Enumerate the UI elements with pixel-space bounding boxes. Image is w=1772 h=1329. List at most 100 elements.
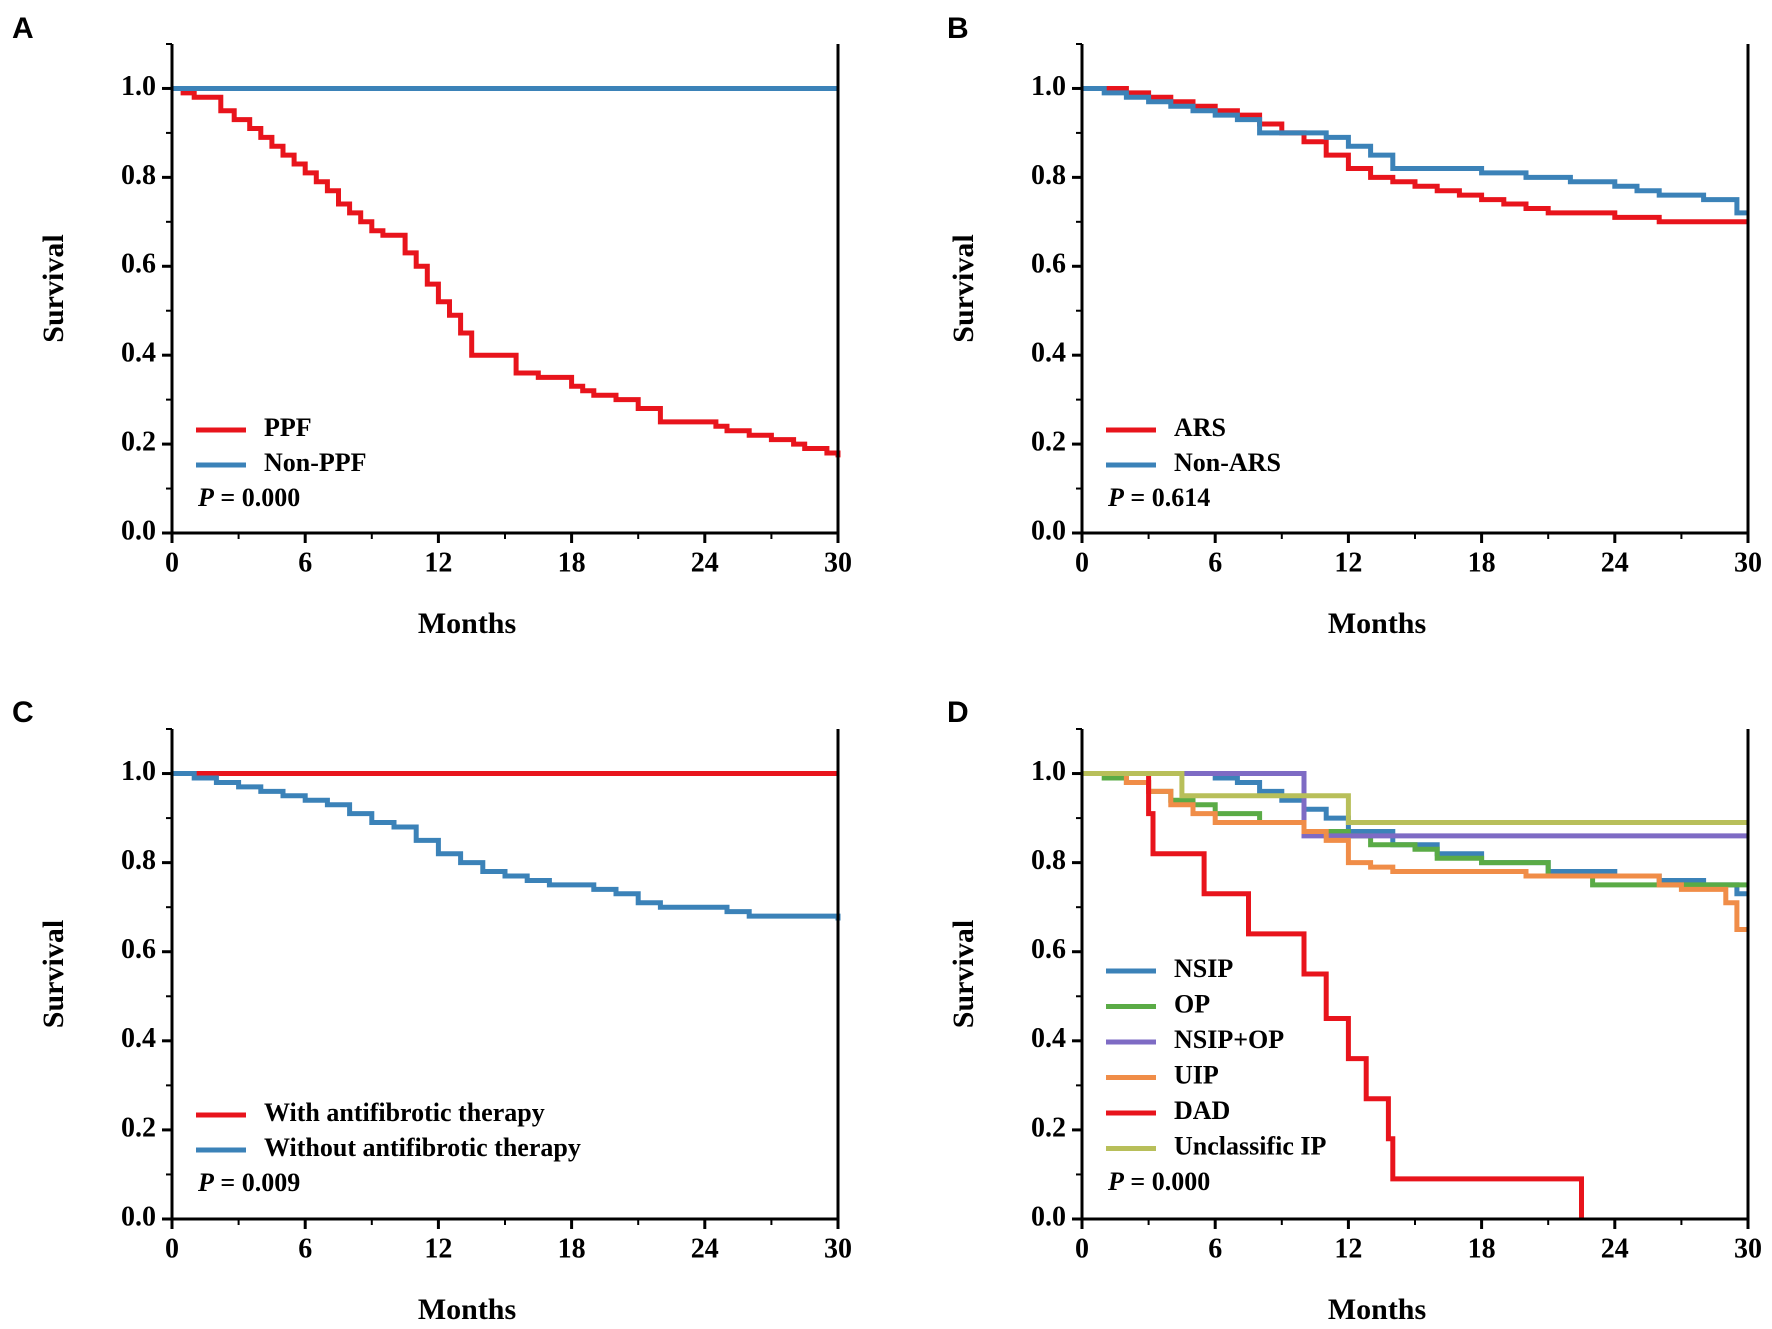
y-tick-label: 0.0 [121, 515, 156, 546]
x-tick-label: 12 [424, 1233, 452, 1264]
legend-label: Non-PPF [264, 448, 367, 477]
y-tick-label: 0.8 [121, 845, 156, 876]
p-value: P = 0.000 [197, 483, 300, 512]
y-tick-label: 0.0 [1031, 1201, 1066, 1232]
legend: With antifibrotic therapy Without antifib… [196, 1098, 581, 1162]
series-line-non-ars [1082, 86, 1748, 216]
series-line-without-antifibrotic-therapy [172, 771, 841, 921]
legend: PPF Non-PPF [196, 413, 367, 477]
x-tick-label: 30 [1734, 1233, 1762, 1264]
p-value-symbol: P [1107, 1167, 1125, 1196]
y-tick-label: 0.4 [121, 1023, 156, 1054]
y-tick-label: 1.0 [121, 756, 156, 787]
y-tick-label: 1.0 [121, 71, 156, 102]
y-tick-label: 1.0 [1031, 71, 1066, 102]
y-tick-label: 0.4 [121, 338, 156, 369]
y-tick-label: 0.2 [1031, 427, 1066, 458]
x-tick-label: 0 [165, 547, 179, 578]
panel-d: D 0.0 0.2 0.4 0.6 0.8 1.0 0 6 12 18 24 30 Months Survi… [947, 696, 1762, 1326]
series-line-nsip-op [1082, 771, 1748, 839]
y-tick-label: 0.8 [1031, 845, 1066, 876]
x-tick-label: 18 [1468, 547, 1496, 578]
y-axis-title: Survival [947, 920, 980, 1028]
p-value-number: = 0.000 [1124, 1167, 1210, 1196]
x-tick-label: 24 [691, 547, 719, 578]
legend-label: NSIP [1174, 954, 1233, 983]
p-value: P = 0.000 [1107, 1167, 1210, 1196]
p-value-number: = 0.000 [214, 483, 300, 512]
x-axis-title: Months [418, 607, 516, 640]
p-value-symbol: P [197, 1168, 215, 1197]
legend-label: UIP [1174, 1060, 1219, 1089]
y-tick-label: 0.6 [121, 249, 156, 280]
x-tick-label: 24 [691, 1233, 719, 1264]
series-line-unclassific-ip [1082, 771, 1748, 825]
panel-letter: D [947, 696, 969, 729]
legend: NSIP OP NSIP+OP UIP DAD Unclassific IP [1106, 954, 1327, 1160]
x-tick-label: 0 [1075, 1233, 1089, 1264]
p-value-symbol: P [1107, 483, 1125, 512]
x-tick-label: 12 [424, 547, 452, 578]
p-value-number: = 0.009 [214, 1168, 300, 1197]
x-tick-label: 24 [1601, 547, 1629, 578]
x-tick-label: 6 [1208, 1233, 1222, 1264]
legend-label: Non-ARS [1174, 448, 1281, 477]
y-tick-label: 0.8 [121, 160, 156, 191]
y-axis-title: Survival [947, 234, 980, 342]
y-tick-label: 0.2 [121, 1112, 156, 1143]
x-tick-label: 18 [558, 547, 586, 578]
y-axis-title: Survival [37, 234, 70, 342]
y-tick-label: 0.4 [1031, 338, 1066, 369]
x-tick-label: 12 [1334, 1233, 1362, 1264]
legend-label: Unclassific IP [1174, 1131, 1327, 1160]
x-axis-title: Months [1328, 1293, 1426, 1326]
legend-label: OP [1174, 989, 1210, 1018]
legend-label: Without antifibrotic therapy [264, 1133, 581, 1162]
panel-letter: C [12, 696, 34, 729]
y-tick-label: 0.6 [1031, 934, 1066, 965]
legend-label: ARS [1174, 413, 1226, 442]
y-tick-label: 0.0 [121, 1201, 156, 1232]
legend: ARS Non-ARS [1106, 413, 1281, 477]
p-value: P = 0.009 [197, 1168, 300, 1197]
series-line-dad [1082, 771, 1584, 1219]
x-tick-label: 24 [1601, 1233, 1629, 1264]
legend-label: NSIP+OP [1174, 1025, 1284, 1054]
legend-label: PPF [264, 413, 312, 442]
legend-label: With antifibrotic therapy [264, 1098, 545, 1127]
panel-letter: B [947, 12, 969, 45]
panel-b: B 0.0 0.2 0.4 0.6 0.8 1.0 0 6 12 18 24 30 Months Survi… [947, 12, 1762, 640]
panel-letter: A [12, 12, 34, 45]
panel-c: C 0.0 0.2 0.4 0.6 0.8 1.0 0 6 12 18 24 30 Months Survi… [12, 696, 852, 1326]
y-tick-label: 0.0 [1031, 515, 1066, 546]
p-value: P = 0.614 [1107, 483, 1210, 512]
panel-a: A 0.0 0.2 0.4 0.6 0.8 1.0 0 6 12 18 24 30 Months Survi… [12, 12, 852, 640]
y-tick-label: 0.6 [121, 934, 156, 965]
x-tick-label: 0 [1075, 547, 1089, 578]
x-tick-label: 30 [1734, 547, 1762, 578]
x-axis-title: Months [1328, 607, 1426, 640]
x-tick-label: 30 [824, 1233, 852, 1264]
series-line-ppf [172, 86, 841, 458]
series-line-uip [1082, 771, 1748, 932]
x-tick-label: 6 [1208, 547, 1222, 578]
x-tick-label: 18 [558, 1233, 586, 1264]
x-tick-label: 30 [824, 547, 852, 578]
p-value-number: = 0.614 [1124, 483, 1210, 512]
p-value-symbol: P [197, 483, 215, 512]
y-tick-label: 0.6 [1031, 249, 1066, 280]
x-axis-title: Months [418, 1293, 516, 1326]
x-tick-label: 6 [298, 547, 312, 578]
y-tick-label: 0.8 [1031, 160, 1066, 191]
x-tick-label: 0 [165, 1233, 179, 1264]
y-axis-title: Survival [37, 920, 70, 1028]
y-tick-label: 1.0 [1031, 756, 1066, 787]
y-tick-label: 0.2 [121, 427, 156, 458]
x-tick-label: 18 [1468, 1233, 1496, 1264]
x-tick-label: 6 [298, 1233, 312, 1264]
legend-label: DAD [1174, 1096, 1230, 1125]
y-tick-label: 0.4 [1031, 1023, 1066, 1054]
x-tick-label: 12 [1334, 547, 1362, 578]
y-tick-label: 0.2 [1031, 1112, 1066, 1143]
